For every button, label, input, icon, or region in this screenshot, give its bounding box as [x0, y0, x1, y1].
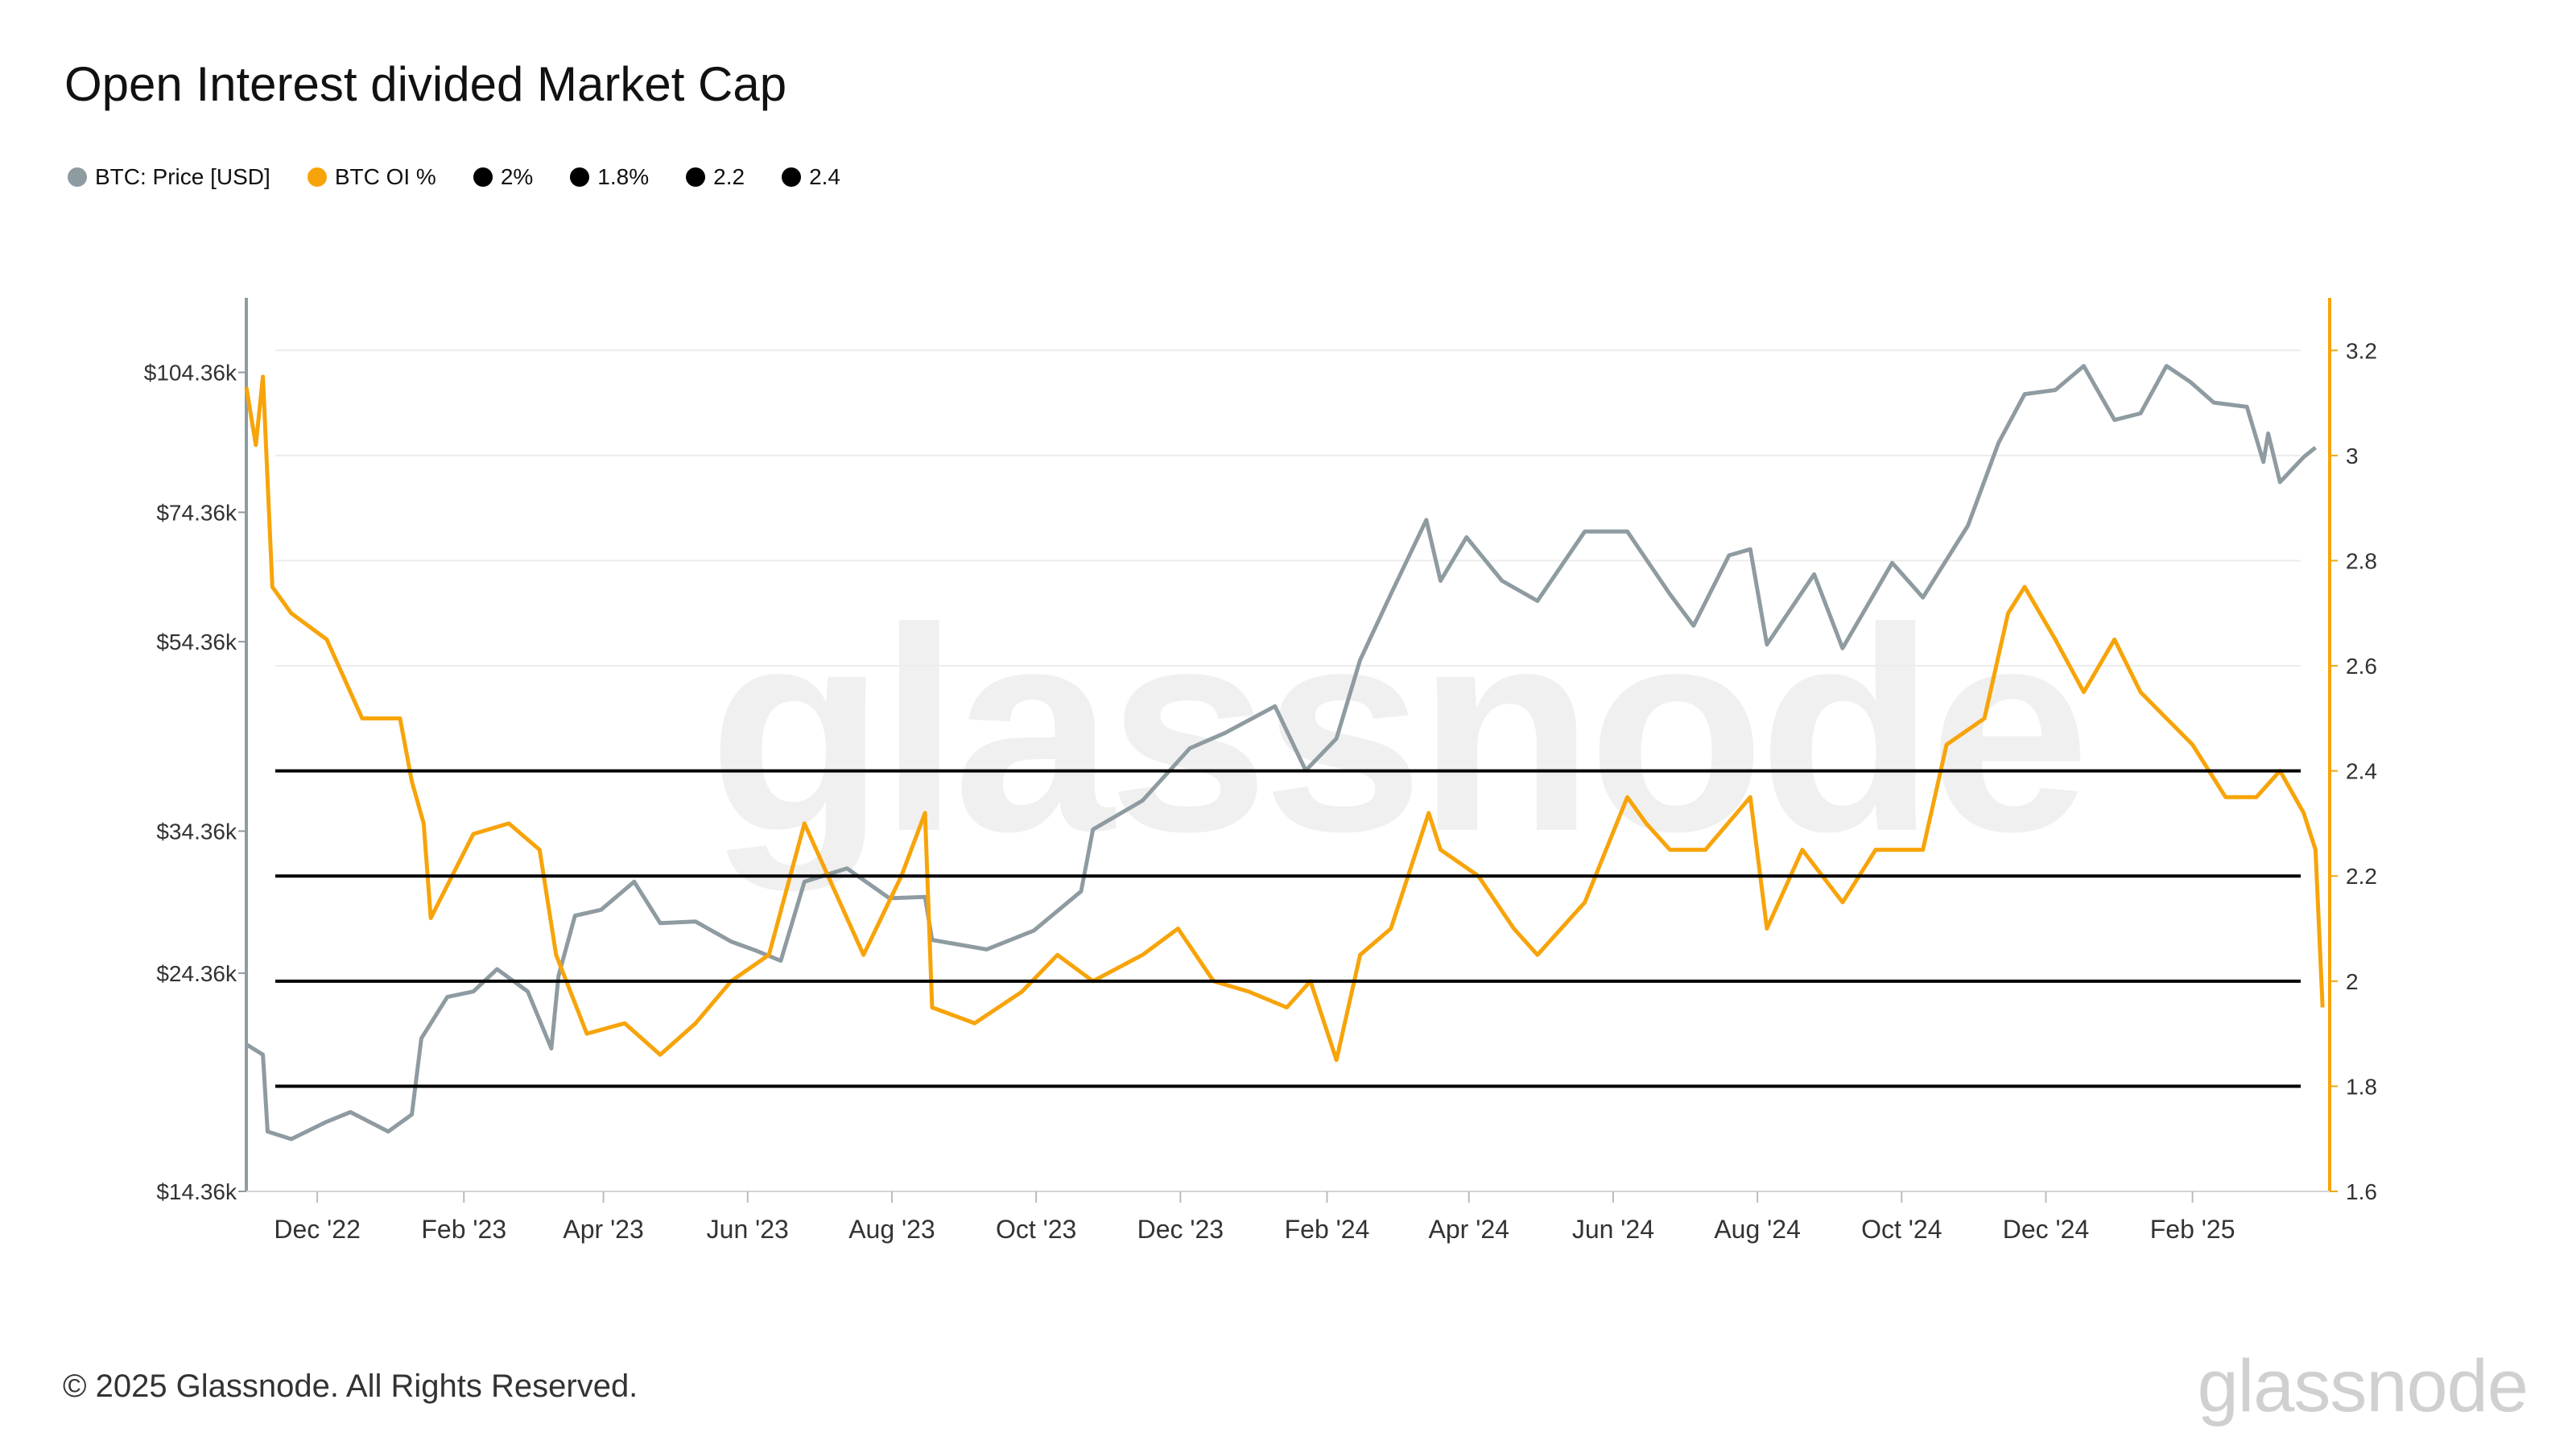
- legend-item-2-2[interactable]: 2.2: [686, 164, 745, 190]
- x-tick-label: Jun '24: [1572, 1215, 1654, 1244]
- series-line-oi: [244, 374, 2325, 1063]
- legend-dot-icon: [782, 167, 802, 187]
- y-right-tick-label: 3: [2346, 444, 2359, 469]
- y-right-tick-label: 2.8: [2346, 548, 2377, 573]
- x-tick-label: Jun '23: [707, 1215, 789, 1244]
- x-tick-label: Dec '24: [2003, 1215, 2090, 1244]
- legend-dot-icon: [686, 167, 706, 187]
- legend-item-price[interactable]: BTC: Price [USD]: [68, 164, 270, 190]
- y-right-tick-label: 2.6: [2346, 654, 2377, 679]
- y-right-tick-label: 2.2: [2346, 864, 2377, 889]
- legend-item-oi[interactable]: BTC OI %: [307, 164, 436, 190]
- chart-title: Open Interest divided Market Cap: [64, 57, 787, 111]
- legend-item-2pct[interactable]: 2%: [473, 164, 533, 190]
- legend: BTC: Price [USD] BTC OI % 2% 1.8% 2.2 2.…: [68, 164, 877, 190]
- legend-dot-icon: [307, 167, 327, 187]
- legend-label: BTC OI %: [334, 164, 436, 189]
- x-tick-label: Dec '22: [274, 1215, 361, 1244]
- y-left-tick-label: $14.36k: [156, 1179, 237, 1204]
- x-tick-label: Feb '24: [1285, 1215, 1370, 1244]
- y-left-tick-label: $24.36k: [156, 961, 237, 986]
- x-tick-label: Dec '23: [1137, 1215, 1224, 1244]
- y-left-tick-label: $74.36k: [156, 500, 237, 525]
- series-line-price: [245, 364, 2317, 1141]
- copyright-footer: © 2025 Glassnode. All Rights Reserved.: [63, 1368, 638, 1404]
- legend-item-2-4[interactable]: 2.4: [782, 164, 840, 190]
- x-tick-label: Feb '25: [2150, 1215, 2235, 1244]
- legend-dot-icon: [473, 167, 493, 187]
- legend-label: 1.8%: [597, 164, 650, 189]
- x-tick-label: Apr '23: [563, 1215, 643, 1244]
- y-right-tick-label: 3.2: [2346, 338, 2377, 363]
- x-tick-label: Apr '24: [1429, 1215, 1509, 1244]
- x-tick-label: Aug '24: [1714, 1215, 1801, 1244]
- legend-dot-icon: [68, 167, 87, 187]
- legend-dot-icon: [570, 167, 590, 187]
- x-tick-label: Feb '23: [421, 1215, 506, 1244]
- x-tick-label: Oct '24: [1861, 1215, 1942, 1244]
- legend-item-1-8pct[interactable]: 1.8%: [570, 164, 649, 190]
- legend-label: 2.4: [809, 164, 840, 189]
- y-right-tick-label: 2: [2346, 969, 2359, 994]
- y-left-tick-label: $54.36k: [156, 630, 237, 654]
- y-right-tick-label: 2.4: [2346, 759, 2377, 784]
- legend-label: 2.2: [713, 164, 745, 189]
- y-right-tick-label: 1.8: [2346, 1074, 2377, 1099]
- x-tick-label: Aug '23: [848, 1215, 935, 1244]
- y-left-tick-label: $104.36k: [144, 361, 237, 386]
- brand-logo: glassnode: [2197, 1345, 2529, 1427]
- legend-label: 2%: [500, 164, 534, 189]
- legend-label: BTC: Price [USD]: [95, 164, 270, 189]
- y-right-tick-label: 1.6: [2346, 1179, 2377, 1204]
- x-tick-label: Oct '23: [996, 1215, 1076, 1244]
- y-left-tick-label: $34.36k: [156, 819, 237, 844]
